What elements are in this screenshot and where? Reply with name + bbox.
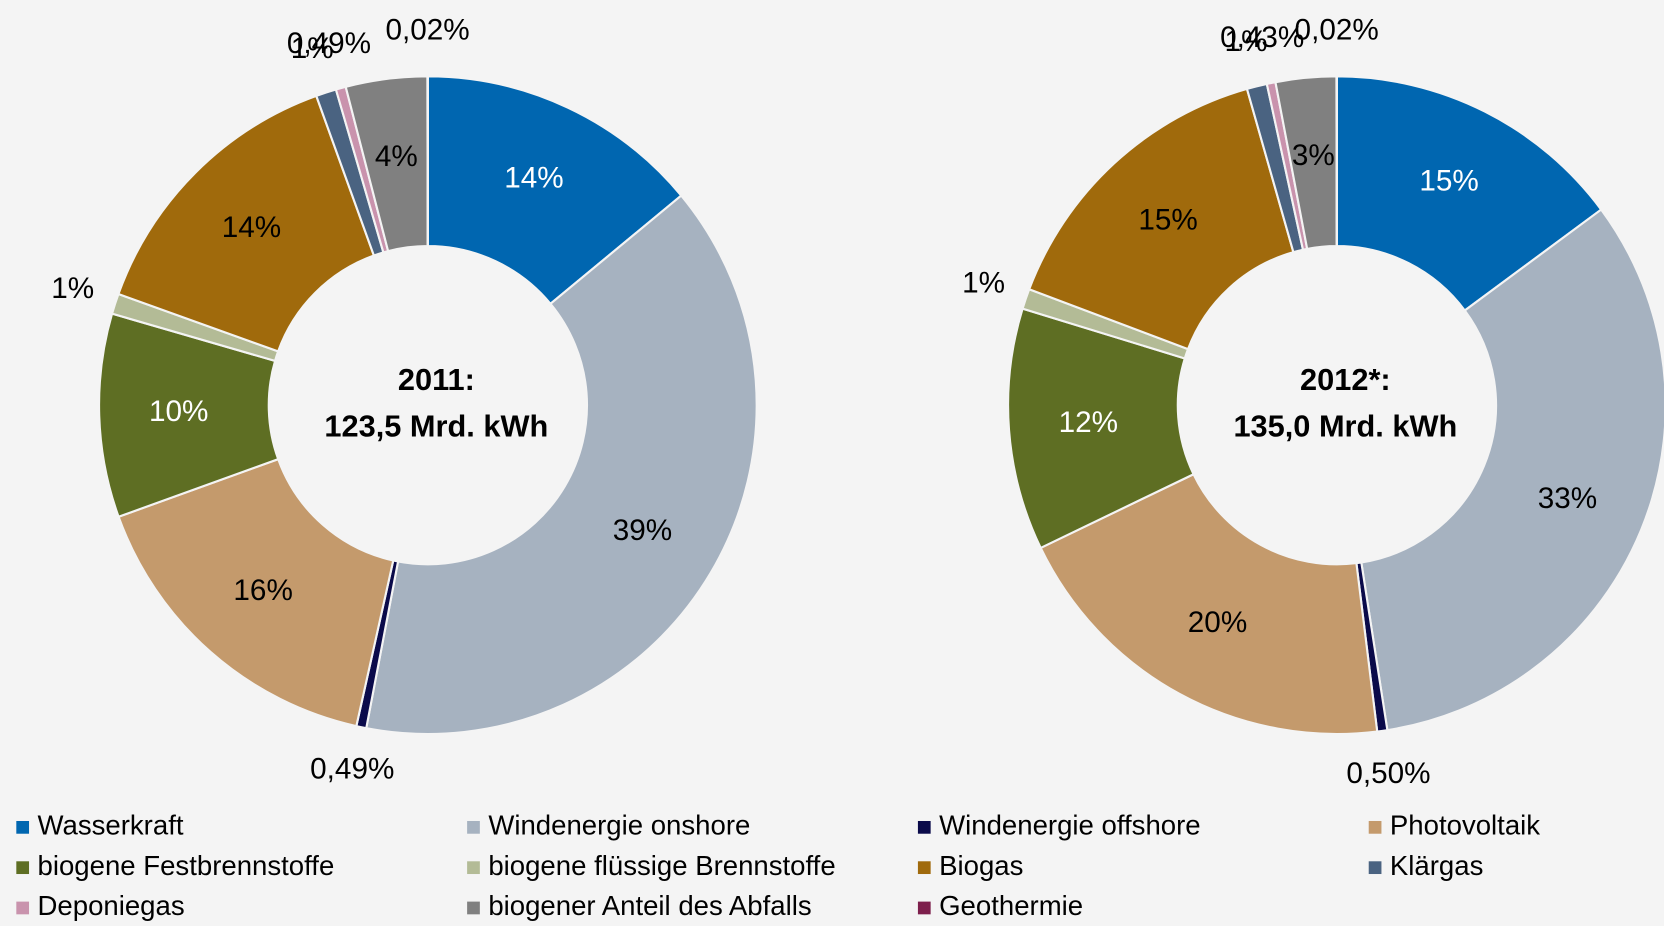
- slice: [1360, 208, 1664, 732]
- slice: [1039, 472, 1379, 736]
- data-label: 3%: [1292, 139, 1335, 172]
- center-label: 2011:: [398, 362, 475, 397]
- legend-swatch: [16, 861, 30, 875]
- legend-label: biogene Festbrennstoffe: [38, 850, 335, 881]
- legend-label: biogene flüssige Brennstoffe: [488, 850, 835, 881]
- data-label: 12%: [1059, 406, 1118, 439]
- data-label: 39%: [613, 514, 672, 547]
- legend-swatch: [467, 901, 480, 915]
- legend-swatch: [917, 820, 931, 834]
- data-label: 16%: [233, 574, 292, 607]
- data-label: 20%: [1188, 606, 1247, 639]
- legend-label: Windenergie offshore: [939, 810, 1201, 841]
- legend-swatch: [1368, 820, 1382, 834]
- data-label: 1%: [962, 266, 1005, 299]
- slice: [1007, 307, 1195, 550]
- legend-label: biogener Anteil des Abfalls: [488, 890, 811, 921]
- data-label: 0,02%: [1295, 14, 1379, 47]
- slice: [117, 94, 376, 353]
- data-label: 0,50%: [1346, 757, 1430, 790]
- legend-swatch: [467, 861, 480, 875]
- data-label: 10%: [149, 395, 208, 428]
- data-label: 15%: [1419, 164, 1478, 197]
- data-label: 14%: [222, 211, 281, 244]
- legend-swatch: [467, 820, 480, 834]
- data-label: 14%: [504, 161, 563, 194]
- legend-swatch: [1368, 861, 1382, 875]
- center-label: 135,0 Mrd. kWh: [1233, 409, 1457, 444]
- slice: [365, 194, 758, 736]
- legend-swatch: [16, 820, 30, 834]
- data-label: 33%: [1538, 482, 1597, 515]
- slice: [1027, 87, 1295, 351]
- legend-label: Photovoltaik: [1390, 810, 1540, 841]
- legend-label: Wasserkraft: [38, 810, 184, 841]
- legend-swatch: [917, 901, 931, 915]
- data-label: 0,49%: [310, 753, 394, 786]
- legend-label: Biogas: [939, 850, 1023, 881]
- center-label: 2012*:: [1300, 362, 1391, 397]
- data-label: 15%: [1138, 204, 1197, 237]
- legend-label: Deponiegas: [38, 890, 185, 921]
- data-label: 0,43%: [1220, 21, 1304, 54]
- legend-label: Geothermie: [939, 890, 1083, 921]
- legend-swatch: [16, 901, 30, 915]
- data-label: 4%: [375, 140, 418, 173]
- data-label: 1%: [291, 32, 334, 65]
- slice: [1335, 75, 1603, 313]
- legend-label: Klärgas: [1390, 850, 1483, 881]
- legend-swatch: [917, 861, 931, 875]
- data-label: 0,02%: [386, 14, 470, 47]
- slice: [117, 457, 395, 728]
- data-label: 1%: [51, 272, 94, 305]
- legend-label: Windenergie onshore: [488, 810, 750, 841]
- data-label: 0,49%: [287, 27, 371, 60]
- data-label: 1%: [1225, 25, 1268, 58]
- center-label: 123,5 Mrd. kWh: [324, 409, 548, 444]
